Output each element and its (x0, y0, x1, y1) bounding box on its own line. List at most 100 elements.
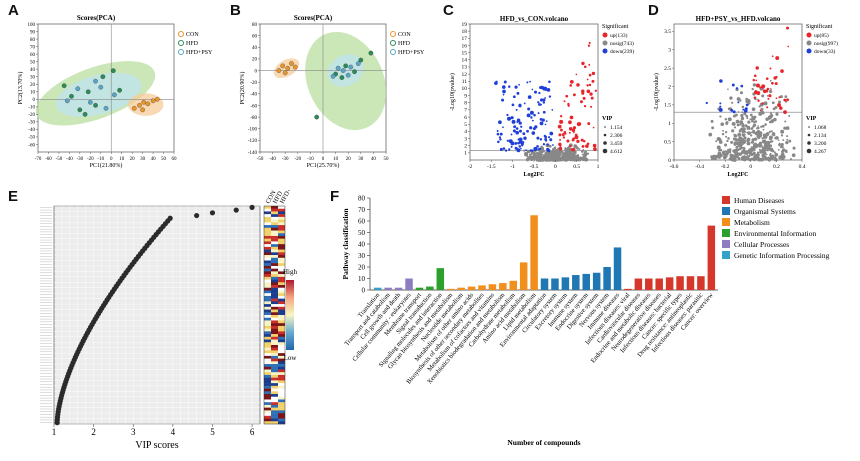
volcano-point-nosig (729, 152, 732, 154)
chart-title: HFD_vs_CON.volcano (500, 15, 569, 23)
volcano-point-down (501, 98, 505, 102)
heatmap-cell (271, 421, 278, 425)
y-tick-label: 80 (358, 195, 366, 203)
volcano-point-nosig (743, 149, 746, 153)
heatmap-cell (278, 274, 285, 278)
volcano-point-nosig (561, 155, 564, 159)
legend-label: nosig(743) (610, 40, 634, 47)
volcano-point-nosig (735, 152, 738, 156)
vip-size-label: 2.134 (814, 133, 827, 139)
heatmap-cell (278, 366, 285, 370)
volcano-point-nosig (749, 113, 753, 117)
volcano-point-nosig (535, 154, 539, 159)
heatmap-cell (271, 257, 278, 261)
heatmap-cell (271, 396, 278, 400)
volcano-point-nosig (770, 130, 773, 133)
volcano-point-nosig (727, 88, 729, 90)
heatmap-cell (264, 309, 271, 313)
heatmap-cell (271, 290, 278, 294)
heatmap-cell (271, 342, 278, 346)
heatmap-cell (271, 306, 278, 310)
legend-label: HFD+PSY (186, 50, 213, 56)
heatmap-cell (264, 252, 271, 256)
data-point-hfd-psy (330, 74, 336, 79)
volcano-point-nosig (735, 145, 739, 149)
volcano-point-down (518, 145, 522, 148)
volcano-point-up (583, 65, 587, 69)
data-point-con (150, 98, 156, 104)
volcano-point-nosig (744, 152, 748, 155)
x-tick-label: -0.5 (530, 164, 539, 170)
volcano-point-down (719, 105, 722, 108)
vip-size-label: 2.306 (610, 133, 623, 139)
heatmap-cell (278, 225, 285, 228)
volcano-point-nosig (747, 131, 751, 136)
volcano-point-up (559, 148, 562, 151)
volcano-point-down (546, 87, 551, 92)
legend-marker (390, 31, 396, 37)
legend-label: HFD+PSY (398, 50, 425, 56)
heatmap-cell (264, 317, 271, 321)
x-tick-label: -1.5 (487, 164, 496, 170)
volcano-point-nosig (738, 147, 741, 151)
volcano-point-up (581, 91, 585, 95)
chart-title: Scores(PCA) (294, 14, 333, 22)
heatmap-cell (278, 276, 285, 280)
heatmap-cell (278, 342, 285, 346)
volcano-point-nosig (551, 147, 556, 152)
heatmap-cell (278, 206, 285, 209)
heatmap-cell (264, 268, 271, 272)
volcano-point-down (548, 80, 551, 84)
heatmap-cell (264, 388, 271, 392)
volcano-point-nosig (782, 139, 785, 141)
volcano-point-nosig (725, 135, 728, 138)
volcano-point-up (569, 144, 572, 148)
y-tick-label: 13 (462, 65, 468, 71)
x-tick-label: -10 (307, 157, 314, 162)
volcano-point-up (786, 98, 789, 102)
heatmap-cell (278, 290, 285, 294)
heatmap-cell (264, 344, 271, 348)
volcano-point-down (531, 119, 534, 122)
heatmap-cell (264, 304, 271, 308)
heatmap-cell (271, 385, 278, 389)
volcano-point-up (766, 106, 769, 109)
data-point-hfd-psy (103, 105, 109, 111)
volcano-point-nosig (752, 138, 756, 141)
volcano-point-nosig (769, 79, 772, 82)
y-tick-label: 0 (362, 287, 366, 295)
x-tick-label: -30 (77, 157, 84, 162)
volcano-point-nosig (777, 139, 780, 142)
volcano-point-nosig (575, 154, 578, 157)
heatmap-cell (264, 374, 271, 378)
volcano-point-nosig (773, 151, 776, 154)
heatmap-cell (278, 388, 285, 392)
legend-marker (806, 48, 812, 54)
legend-marker (602, 48, 608, 54)
y-tick-label: 40 (358, 241, 366, 249)
volcano-point-down (531, 131, 536, 135)
heatmap-cell (264, 222, 271, 226)
volcano-point-nosig (777, 148, 780, 151)
volcano-point-up (586, 84, 589, 87)
x-tick-label: 6 (250, 427, 255, 437)
volcano-point-down (508, 139, 513, 144)
volcano-point-up (778, 96, 781, 99)
heatmap-cell (278, 282, 285, 286)
y-tick-label: -20 (28, 113, 35, 118)
volcano-point-nosig (740, 116, 745, 121)
y-axis-label: -Log10(pvalue) (653, 73, 660, 111)
volcano-point-nosig (741, 142, 744, 146)
data-point-hfd (314, 114, 320, 120)
heatmap-cell (264, 290, 271, 294)
x-tick-label: 1 (597, 164, 600, 170)
heatmap-cell (278, 227, 285, 231)
y-tick-label: -140 (248, 151, 258, 156)
volcano-point-up (569, 115, 574, 120)
heatmap-cell (278, 339, 285, 343)
x-tick-label: -70 (35, 157, 42, 162)
heatmap-cell (278, 285, 285, 288)
volcano-point-nosig (745, 114, 749, 118)
heatmap-cell (264, 279, 271, 283)
